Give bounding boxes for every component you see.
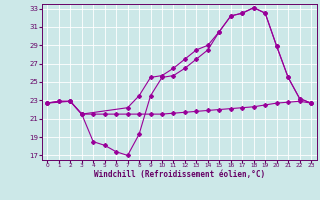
X-axis label: Windchill (Refroidissement éolien,°C): Windchill (Refroidissement éolien,°C) — [94, 170, 265, 179]
